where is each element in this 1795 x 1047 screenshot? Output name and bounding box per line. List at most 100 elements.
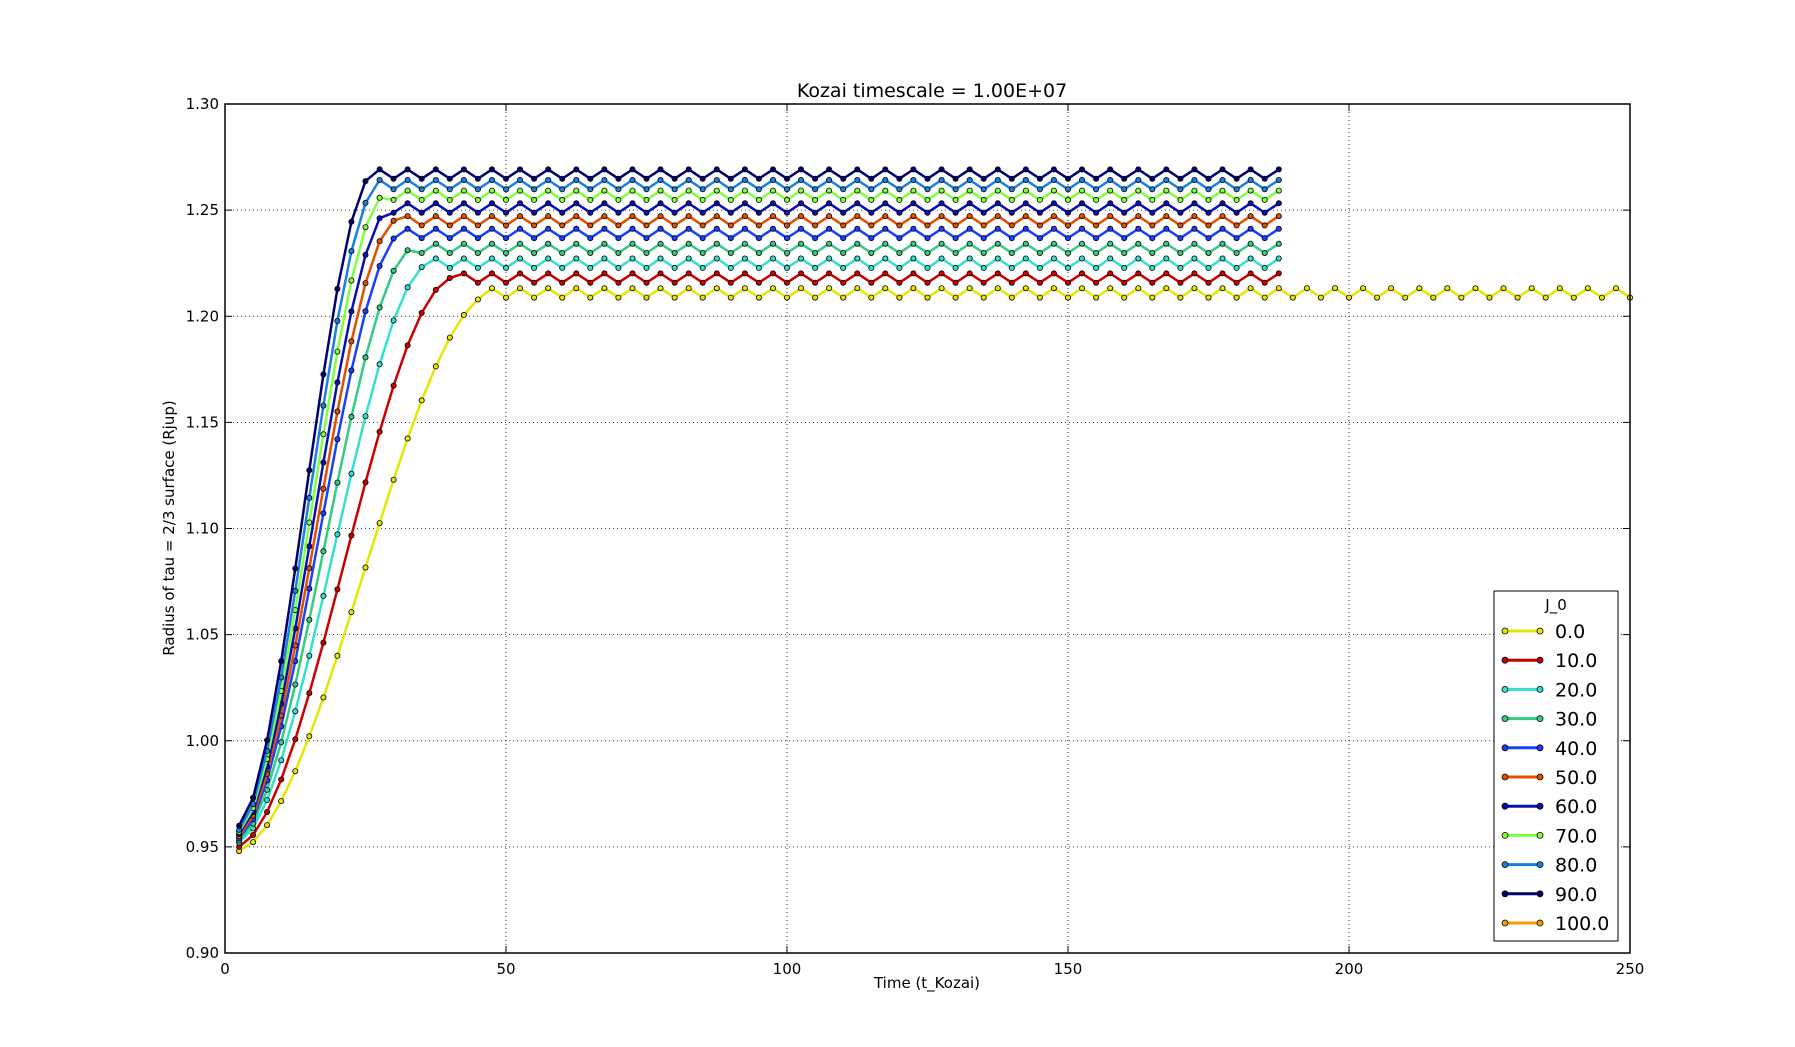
data-point — [1149, 209, 1156, 216]
data-point — [362, 308, 369, 315]
data-point — [264, 737, 271, 744]
data-point — [545, 255, 552, 262]
data-point — [1360, 285, 1367, 292]
data-point — [966, 176, 973, 183]
data-point — [404, 176, 411, 183]
data-point — [1008, 264, 1015, 271]
data-point — [573, 270, 580, 277]
data-point — [601, 187, 608, 194]
data-point — [924, 186, 931, 193]
data-point — [559, 209, 566, 216]
data-point — [685, 187, 692, 194]
data-point — [306, 519, 313, 526]
data-point — [1191, 176, 1198, 183]
data-point — [306, 494, 313, 501]
data-point — [966, 225, 973, 232]
data-point — [896, 209, 903, 216]
data-point — [854, 200, 861, 207]
legend: J_0 0.0 10.0 20.0 30.0 40.0 50.0 60.0 70.0 80.0 9… — [1493, 590, 1619, 942]
data-point — [1107, 176, 1114, 183]
data-point — [573, 200, 580, 207]
data-point — [446, 196, 453, 203]
data-point — [1177, 175, 1184, 182]
data-point — [938, 285, 945, 292]
data-point — [952, 222, 959, 229]
data-point — [657, 240, 664, 247]
data-point — [854, 187, 861, 194]
data-point — [755, 279, 762, 286]
data-point — [488, 187, 495, 194]
data-point — [559, 235, 566, 242]
data-point — [1177, 222, 1184, 229]
legend-marker — [1536, 890, 1544, 898]
data-point — [1149, 294, 1156, 301]
data-point — [798, 213, 805, 220]
y-tick-label: 1.00 — [186, 732, 219, 750]
data-point — [1163, 200, 1170, 207]
data-point — [952, 175, 959, 182]
data-point — [896, 264, 903, 271]
data-point — [362, 178, 369, 185]
data-point — [1135, 225, 1142, 232]
data-point — [1163, 240, 1170, 247]
data-point — [1050, 270, 1057, 277]
data-point — [699, 294, 706, 301]
data-point — [980, 186, 987, 193]
series-40.0 — [236, 225, 1282, 842]
data-point — [952, 186, 959, 193]
data-point — [1275, 285, 1282, 292]
legend-entry-10.0: 10.0 — [1501, 650, 1597, 672]
data-point — [910, 225, 917, 232]
legend-label: 10.0 — [1555, 650, 1597, 672]
x-tick-label: 50 — [496, 960, 515, 978]
data-point — [1050, 213, 1057, 220]
data-point — [643, 249, 650, 256]
data-point — [980, 209, 987, 216]
data-point — [1135, 255, 1142, 262]
legend-entry-20.0: 20.0 — [1501, 679, 1597, 701]
data-point — [1275, 166, 1282, 173]
data-point — [1107, 285, 1114, 292]
data-point — [868, 175, 875, 182]
data-point — [994, 187, 1001, 194]
data-point — [376, 166, 383, 173]
data-point — [348, 248, 355, 255]
data-point — [924, 235, 931, 242]
data-point — [966, 187, 973, 194]
data-point — [1191, 225, 1198, 232]
data-point — [362, 413, 369, 420]
data-point — [474, 235, 481, 242]
legend-label: 60.0 — [1555, 796, 1597, 818]
legend-entry-0.0: 0.0 — [1501, 621, 1585, 643]
legend-entry-50.0: 50.0 — [1501, 767, 1597, 789]
data-point — [798, 200, 805, 207]
data-point — [938, 187, 945, 194]
data-point — [362, 354, 369, 361]
data-point — [404, 213, 411, 220]
data-point — [854, 255, 861, 262]
data-point — [587, 294, 594, 301]
data-point — [1079, 176, 1086, 183]
chart-title: Kozai timescale = 1.00E+07 — [797, 80, 1067, 102]
data-point — [390, 196, 397, 203]
data-point — [334, 348, 341, 355]
data-point — [320, 402, 327, 409]
data-point — [376, 520, 383, 527]
data-point — [418, 186, 425, 193]
data-point — [1500, 285, 1507, 292]
data-point — [938, 225, 945, 232]
data-point — [896, 249, 903, 256]
data-point — [1050, 225, 1057, 232]
data-point — [812, 175, 819, 182]
series-80.0 — [236, 176, 1282, 833]
data-point — [320, 510, 327, 517]
legend-marker — [1536, 715, 1544, 722]
data-point — [657, 176, 664, 183]
data-point — [1093, 175, 1100, 182]
data-point — [910, 200, 917, 207]
data-point — [376, 176, 383, 183]
x-tick-label: 200 — [1335, 960, 1364, 978]
data-point — [952, 235, 959, 242]
data-point — [559, 196, 566, 203]
legend-marker — [1501, 861, 1509, 868]
